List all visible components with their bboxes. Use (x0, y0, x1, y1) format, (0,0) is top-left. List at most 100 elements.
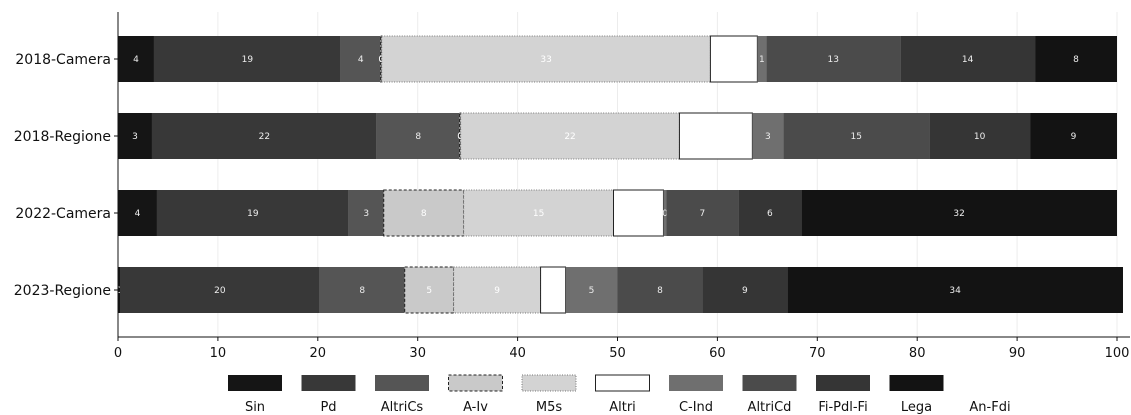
legend-swatch-altri (595, 374, 650, 392)
bar-segment-altri-1 (678, 112, 753, 160)
x-tick-label-6: 60 (709, 346, 726, 361)
bar-segment-lega-0 (1035, 36, 1117, 82)
bar-segment-lega-2 (801, 190, 1117, 236)
legend-label-altricd: AltriCd (748, 400, 792, 415)
data-label-altricd-0: 13 (828, 55, 839, 65)
legend: Sin Pd AltriCs A-Iv M5s Altri C-Ind AltriCd Fi-P… (228, 374, 1011, 415)
bar-segment-c-ind-1 (752, 113, 784, 159)
bar-segment-m5s-3 (453, 266, 542, 314)
bar-segment-fi-pdl-fi-0 (900, 36, 1036, 82)
bar-segment-pd-3 (119, 267, 320, 313)
data-label-c-ind-1: 3 (765, 132, 771, 142)
bar-segment-fi-pdl-fi-2 (738, 190, 802, 236)
bar-segment-fi-pdl-fi-1 (929, 113, 1031, 159)
data-label-m5s-1: 22 (564, 132, 575, 142)
data-label-lega-3: 34 (949, 286, 961, 296)
data-label-altricd-2: 7 (700, 209, 706, 219)
data-label-altrics-3: 8 (359, 286, 365, 296)
x-tick-label-9: 90 (1009, 346, 1026, 361)
legend-label-sin: Sin (245, 400, 265, 415)
x-tick-label-0: 0 (114, 346, 122, 361)
x-tick-label-4: 40 (509, 346, 526, 361)
legend-label-fi-pdl-fi: Fi-Pdl-Fi (818, 400, 867, 415)
data-label-pd-0: 19 (242, 55, 254, 65)
legend-swatch-pd (301, 375, 356, 391)
legend-swatch-lega (889, 375, 944, 391)
data-label-lega-0: 8 (1073, 55, 1079, 65)
legend-label-a-iv: A-Iv (463, 400, 488, 415)
data-label-m5s-0: 33 (540, 55, 551, 65)
legend-swatch-m5s (521, 374, 577, 392)
bar-segment-m5s-2 (463, 189, 615, 237)
bars: 4194033113148322802231510941938150763202… (116, 35, 1123, 314)
bar-segment-altri-3 (540, 266, 567, 314)
data-label-sin-1: 3 (132, 132, 138, 142)
bar-segment-sin-3 (118, 267, 120, 313)
bar-segment-c-ind-2 (663, 190, 667, 236)
legend-label-altrics: AltriCs (381, 400, 424, 415)
bar-segment-a-iv-1 (459, 112, 462, 160)
data-label-altrics-2: 3 (363, 209, 369, 219)
bar-segment-altricd-3 (617, 267, 703, 313)
data-label-sin-0: 4 (133, 55, 139, 65)
bar-segment-sin-1 (118, 113, 152, 159)
legend-label-pd: Pd (320, 400, 336, 415)
bar-segment-pd-2 (156, 190, 349, 236)
y-tick-label-3: 2023-Regione (14, 283, 111, 299)
data-label-altrics-0: 4 (358, 55, 364, 65)
legend-label-altri: Altri (609, 400, 636, 415)
bar-segment-m5s-1 (460, 112, 680, 160)
bar-segment-fi-pdl-fi-3 (702, 267, 788, 313)
data-label-c-ind-2: 0 (662, 209, 668, 219)
bar-segment-lega-3 (787, 267, 1123, 313)
bar-segment-altrics-2 (348, 190, 384, 236)
x-tick-label-10: 100 (1105, 346, 1130, 361)
bar-segment-a-iv-2 (383, 189, 465, 237)
bar-segment-altrics-3 (319, 267, 405, 313)
x-tick-label-5: 50 (609, 346, 626, 361)
bar-segment-c-ind-3 (565, 267, 618, 313)
bar-segment-altricd-2 (666, 190, 739, 236)
data-label-a-iv-3: 5 (426, 286, 432, 296)
bar-segment-lega-1 (1030, 113, 1117, 159)
bar-segment-altrics-0 (340, 36, 381, 82)
bar-segment-pd-1 (151, 113, 377, 159)
x-tick-label-8: 80 (909, 346, 926, 361)
legend-label-m5s: M5s (536, 400, 562, 415)
bar-segment-altri-2 (613, 189, 664, 237)
legend-label-an-fdi: An-Fdi (969, 400, 1010, 415)
legend-swatch-c-ind (669, 375, 723, 391)
legend-swatch-sin (228, 375, 282, 391)
bar-segment-c-ind-0 (757, 36, 767, 82)
data-label-altrics-1: 8 (415, 132, 421, 142)
legend-label-c-ind: C-Ind (679, 400, 713, 415)
data-label-c-ind-3: 5 (589, 286, 595, 296)
bar-segment-pd-0 (153, 36, 341, 82)
x-tick-label-7: 70 (809, 346, 826, 361)
data-label-fi-pdl-fi-3: 9 (742, 286, 748, 296)
bar-segment-altri-0 (709, 35, 758, 83)
legend-swatch-altricd (742, 375, 797, 391)
data-label-fi-pdl-fi-0: 14 (962, 55, 974, 65)
x-tick-label-1: 10 (210, 346, 227, 361)
data-label-pd-1: 22 (259, 132, 270, 142)
legend-label-lega: Lega (901, 400, 932, 415)
data-label-lega-1: 9 (1071, 132, 1077, 142)
legend-swatch-altrics (375, 375, 429, 391)
data-label-m5s-3: 9 (494, 286, 500, 296)
axes: 0 10 20 30 40 50 60 70 80 90 1002018-Camera2018-Re… (14, 12, 1130, 361)
bar-segment-altricd-1 (783, 113, 930, 159)
bar-segment-a-iv-3 (404, 266, 455, 314)
data-label-sin-3: 0 (116, 286, 122, 296)
legend-swatch-fi-pdl-fi (816, 375, 870, 391)
bar-segment-altricd-0 (766, 36, 901, 82)
data-label-fi-pdl-fi-1: 10 (974, 132, 986, 142)
bar-segment-sin-0 (118, 36, 154, 82)
data-label-fi-pdl-fi-2: 6 (767, 209, 773, 219)
bar-segment-sin-2 (118, 190, 157, 236)
y-tick-label-2: 2022-Camera (15, 206, 111, 222)
legend-swatch-a-iv (448, 374, 503, 392)
bar-segment-altrics-1 (376, 113, 460, 159)
data-label-altricd-1: 15 (851, 132, 862, 142)
